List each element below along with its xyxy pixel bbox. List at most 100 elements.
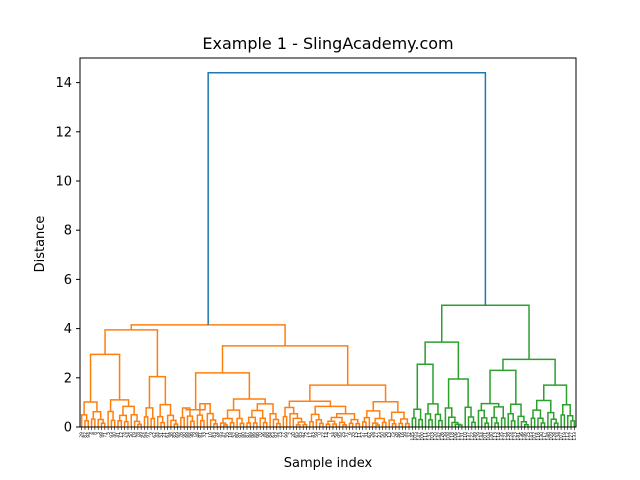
dendrogram-link <box>523 423 529 427</box>
dendrogram-link <box>374 417 385 424</box>
dendrogram-link <box>309 421 314 427</box>
leaf-label: 21 <box>162 432 168 438</box>
dendrogram-link <box>275 422 281 427</box>
leaf-label: 139 <box>443 432 449 441</box>
leaf-label: 88 <box>185 432 191 438</box>
leaf-label: 119 <box>562 432 568 441</box>
dendrogram-link <box>118 414 128 422</box>
leaf-label: 41 <box>116 432 122 438</box>
dendrogram-link <box>288 400 332 408</box>
leaf-label: 63 <box>271 432 277 438</box>
leaf-label: 141 <box>516 432 522 441</box>
leaf-label: 130 <box>539 432 545 441</box>
dendrogram-link <box>532 409 542 419</box>
leaf-label: 11 <box>357 432 363 438</box>
y-tick-label: 8 <box>64 224 72 239</box>
leaf-label: 19 <box>132 432 138 438</box>
leaf-label: 8 <box>92 432 98 435</box>
leaf-label: 149 <box>473 432 479 441</box>
dendrogram-link <box>206 412 214 427</box>
leaf-label: 58 <box>334 432 340 438</box>
leaf-label: 74 <box>122 432 128 438</box>
x-axis-title: Sample index <box>284 456 373 471</box>
dendrogram-link <box>272 418 280 427</box>
leaf-label: 123 <box>512 432 518 441</box>
leaf-label: 42 <box>301 432 307 438</box>
leaf-label: 51 <box>159 432 165 438</box>
leaf-label: 148 <box>545 432 551 441</box>
dendrogram-link <box>361 421 367 427</box>
leaf-label: 146 <box>522 432 528 441</box>
dendrogram-link <box>489 369 517 405</box>
dendrogram-link <box>543 384 568 405</box>
dendrogram-link <box>404 422 410 427</box>
leaf-label: 46 <box>397 432 403 438</box>
leaf-label: 94 <box>86 432 92 438</box>
dendrogram-link <box>570 420 576 427</box>
dendrogram-link <box>391 422 397 427</box>
dendrogram-link <box>122 405 135 416</box>
y-tick-label: 2 <box>64 371 72 386</box>
leaf-label: 86 <box>251 432 257 438</box>
dendrogram-link <box>239 422 245 427</box>
dendrogram-link <box>480 402 500 411</box>
dendrogram-link <box>424 341 460 380</box>
leaf-label: 69 <box>175 432 181 438</box>
dendrogram-link <box>148 375 167 408</box>
leaf-label: 18 <box>228 432 234 438</box>
leaf-label: 93 <box>109 432 115 438</box>
y-tick-label: 6 <box>64 273 72 288</box>
leaf-label: 132 <box>426 432 432 441</box>
dendrogram-link <box>104 329 159 377</box>
leaf-label: 57 <box>360 432 366 438</box>
leaf-label: 83 <box>211 432 217 438</box>
leaf-label: 48 <box>195 432 201 438</box>
leaf-label: 62 <box>152 432 158 438</box>
leaf-label: 111 <box>423 432 429 441</box>
leaf-label: 121 <box>502 432 508 441</box>
dendrogram-link <box>97 418 104 427</box>
dendrogram-link <box>123 420 129 427</box>
leaf-label: 107 <box>559 432 565 441</box>
leaf-label: 137 <box>466 432 472 441</box>
dendrogram-link <box>484 422 490 427</box>
leaf-label: 124 <box>509 432 515 441</box>
leaf-label: 23 <box>377 432 383 438</box>
dendrogram-link <box>180 416 185 427</box>
leaf-label: 27 <box>373 432 379 438</box>
leaf-label: 59 <box>314 432 320 438</box>
dendrogram-link <box>398 422 404 427</box>
leaf-label: 25 <box>340 432 346 438</box>
leaf-label: 113 <box>492 432 498 441</box>
dendrogram-link <box>355 422 361 427</box>
leaf-label: 85 <box>172 432 178 438</box>
y-axis-title: Distance <box>33 216 48 273</box>
dendrogram-link <box>342 424 347 427</box>
leaf-label: 12 <box>119 432 125 438</box>
leaf-label: 22 <box>321 432 327 438</box>
leaf-label: 115 <box>456 432 462 441</box>
dendrogram-link <box>416 363 434 410</box>
leaf-label: 67 <box>367 432 373 438</box>
leaf-label: 16 <box>400 432 406 438</box>
dendrogram-link <box>84 420 90 427</box>
leaf-label: 104 <box>486 432 492 441</box>
leaf-label: 32 <box>407 432 413 438</box>
leaf-label: 103 <box>430 432 436 441</box>
dendrogram-links <box>80 72 576 427</box>
dendrogram-link <box>327 420 336 425</box>
dendrogram-link <box>315 419 323 427</box>
y-tick-label: 4 <box>64 322 72 337</box>
leaf-label: 66 <box>254 432 260 438</box>
dendrogram-link <box>259 417 266 427</box>
dendrogram-link <box>566 414 574 427</box>
dendrogram-link <box>284 406 295 417</box>
leaf-label: 80 <box>241 432 247 438</box>
leaf-label: 143 <box>529 432 535 441</box>
dendrogram-link <box>110 419 116 427</box>
leaf-label: 140 <box>489 432 495 441</box>
leaf-label: 102 <box>532 432 538 441</box>
leaf-label: 26 <box>393 432 399 438</box>
leaf-label: 135 <box>499 432 505 441</box>
